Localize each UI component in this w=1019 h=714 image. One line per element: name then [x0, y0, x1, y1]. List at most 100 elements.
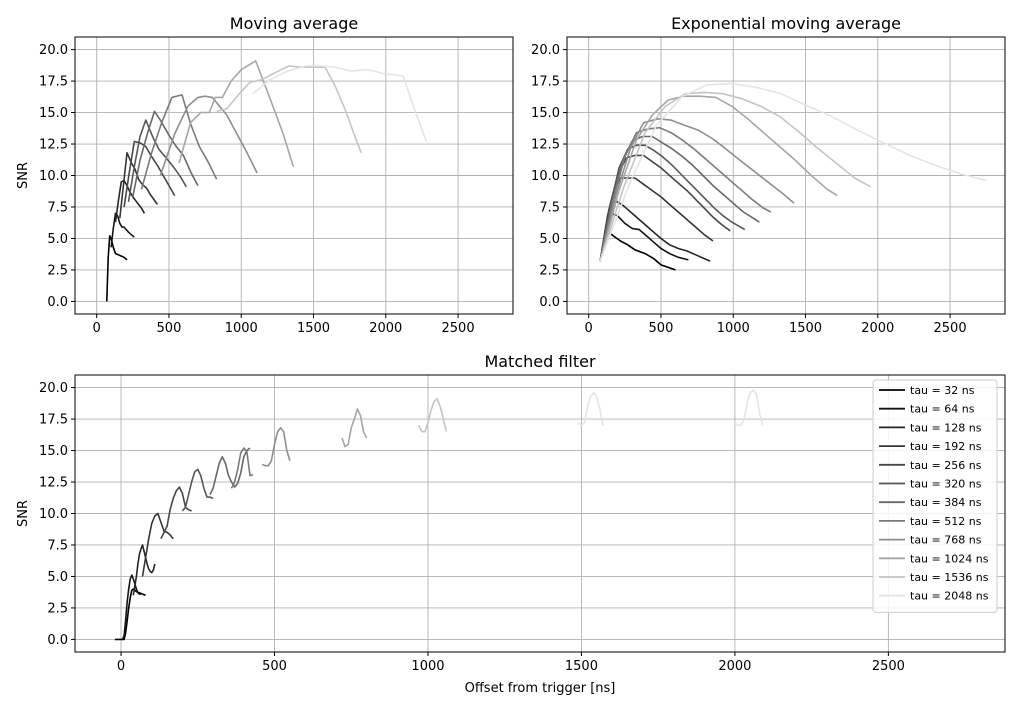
x-tick-label: 500 [262, 659, 287, 674]
x-tick-label: 0 [93, 321, 101, 336]
series-line-7 [230, 447, 254, 489]
x-tick-label: 1500 [297, 321, 330, 336]
x-tick-label: 1000 [225, 321, 258, 336]
y-tick-label: 20.0 [39, 381, 68, 396]
series-line-3 [141, 512, 174, 577]
legend-entry: tau = 384 ns [910, 496, 982, 509]
y-tick-label: 0.0 [539, 295, 560, 310]
series-line-7 [599, 126, 772, 262]
x-tick-label: 2000 [861, 321, 894, 336]
x-axis-label: Offset from trigger [ns] [465, 681, 616, 696]
series-group [599, 82, 987, 271]
legend-entry: tau = 32 ns [910, 384, 975, 397]
x-tick-label: 1500 [565, 659, 598, 674]
legend-box [872, 379, 998, 613]
series-line-0 [114, 588, 146, 641]
moving-average-panel: Moving average 0 500 1000 1500 2000 2500 0.0 2.… [39, 14, 514, 336]
y-tick-label: 12.5 [531, 138, 560, 153]
y-axis-label: SNR [16, 500, 31, 527]
series-line-10 [599, 91, 871, 262]
series-line-3 [119, 152, 159, 219]
y-tick-label: 10.0 [39, 507, 68, 522]
series-line-9 [178, 60, 295, 167]
legend-entry: tau = 1024 ns [910, 552, 989, 565]
legend-entry: tau = 320 ns [910, 478, 982, 491]
series-line-1 [110, 212, 135, 248]
y-tick-label: 10.0 [39, 169, 68, 184]
series-group [106, 60, 428, 302]
y-tick-label: 15.0 [39, 444, 68, 459]
legend-entry: tau = 128 ns [910, 421, 982, 434]
series-line-1 [121, 574, 141, 640]
series-line-8 [159, 95, 258, 176]
legend-entry: tau = 64 ns [910, 403, 975, 416]
y-tick-label: 2.5 [47, 601, 68, 616]
y-tick-label: 7.5 [47, 200, 68, 215]
y-tick-label: 7.5 [47, 538, 68, 553]
series-line-9 [599, 95, 838, 262]
x-tick-label: 0 [585, 321, 593, 336]
y-tick-label: 20.0 [531, 43, 560, 58]
series-line-4 [123, 140, 176, 208]
y-tick-label: 2.5 [47, 263, 68, 278]
series-line-11 [599, 82, 987, 262]
legend-entry: tau = 256 ns [910, 459, 982, 472]
series-line-5 [127, 119, 187, 203]
y-tick-label: 5.0 [539, 232, 560, 247]
x-tick-label: 1000 [411, 659, 444, 674]
x-tick-label: 500 [157, 321, 182, 336]
panel-title: Moving average [230, 14, 358, 33]
y-tick-label: 12.5 [39, 476, 68, 491]
series-line-12 [734, 389, 764, 427]
panel-title: Matched filter [484, 352, 596, 371]
y-tick-label: 5.0 [47, 570, 68, 585]
y-tick-label: 15.0 [531, 106, 560, 121]
series-line-6 [209, 447, 251, 495]
y-tick-label: 2.5 [539, 263, 560, 278]
x-tick-label: 1000 [717, 321, 750, 336]
y-tick-label: 17.5 [39, 75, 68, 90]
y-axis-label: SNR [16, 162, 31, 189]
legend-entry: tau = 768 ns [910, 534, 982, 547]
legend-entry: tau = 512 ns [910, 515, 982, 528]
exponential-moving-average-panel: Exponential moving average 0 500 1000 1500 2… [531, 14, 1006, 336]
legend-entry: tau = 2048 ns [910, 590, 989, 603]
series-line-11 [252, 65, 428, 142]
series-group [114, 389, 764, 641]
y-tick-label: 7.5 [539, 200, 560, 215]
series-line-8 [261, 427, 291, 467]
x-tick-label: 2000 [718, 659, 751, 674]
series-line-6 [132, 110, 199, 198]
series-line-4 [160, 486, 192, 540]
y-tick-label: 5.0 [47, 232, 68, 247]
series-line-2 [132, 544, 156, 596]
series-line-10 [216, 65, 362, 154]
y-tick-label: 0.0 [47, 295, 68, 310]
y-tick-label: 12.5 [39, 138, 68, 153]
series-line-0 [106, 235, 128, 302]
y-tick-label: 17.5 [39, 413, 68, 428]
series-line-5 [181, 468, 214, 512]
matched-filter-panel: Matched filter 0 500 1000 1500 2000 2500 0.0 2.… [39, 352, 1006, 674]
series-line-11 [577, 391, 604, 427]
y-tick-label: 15.0 [39, 106, 68, 121]
legend: tau = 32 ns tau = 64 ns tau = 128 ns tau = … [872, 379, 998, 613]
panel-title: Exponential moving average [671, 14, 901, 33]
x-tick-label: 2000 [369, 321, 402, 336]
x-tick-label: 500 [649, 321, 674, 336]
y-tick-label: 0.0 [47, 633, 68, 648]
legend-entry: tau = 1536 ns [910, 571, 989, 584]
y-tick-label: 10.0 [531, 169, 560, 184]
series-line-9 [341, 408, 368, 448]
legend-entry: tau = 192 ns [910, 440, 982, 453]
x-tick-label: 2500 [934, 321, 967, 336]
series-line-8 [599, 118, 795, 262]
x-tick-label: 1500 [789, 321, 822, 336]
y-tick-label: 17.5 [531, 75, 560, 90]
series-line-10 [418, 398, 448, 433]
series-line-7 [140, 94, 218, 190]
x-tick-label: 2500 [872, 659, 905, 674]
x-tick-label: 2500 [442, 321, 475, 336]
x-tick-label: 0 [117, 659, 125, 674]
